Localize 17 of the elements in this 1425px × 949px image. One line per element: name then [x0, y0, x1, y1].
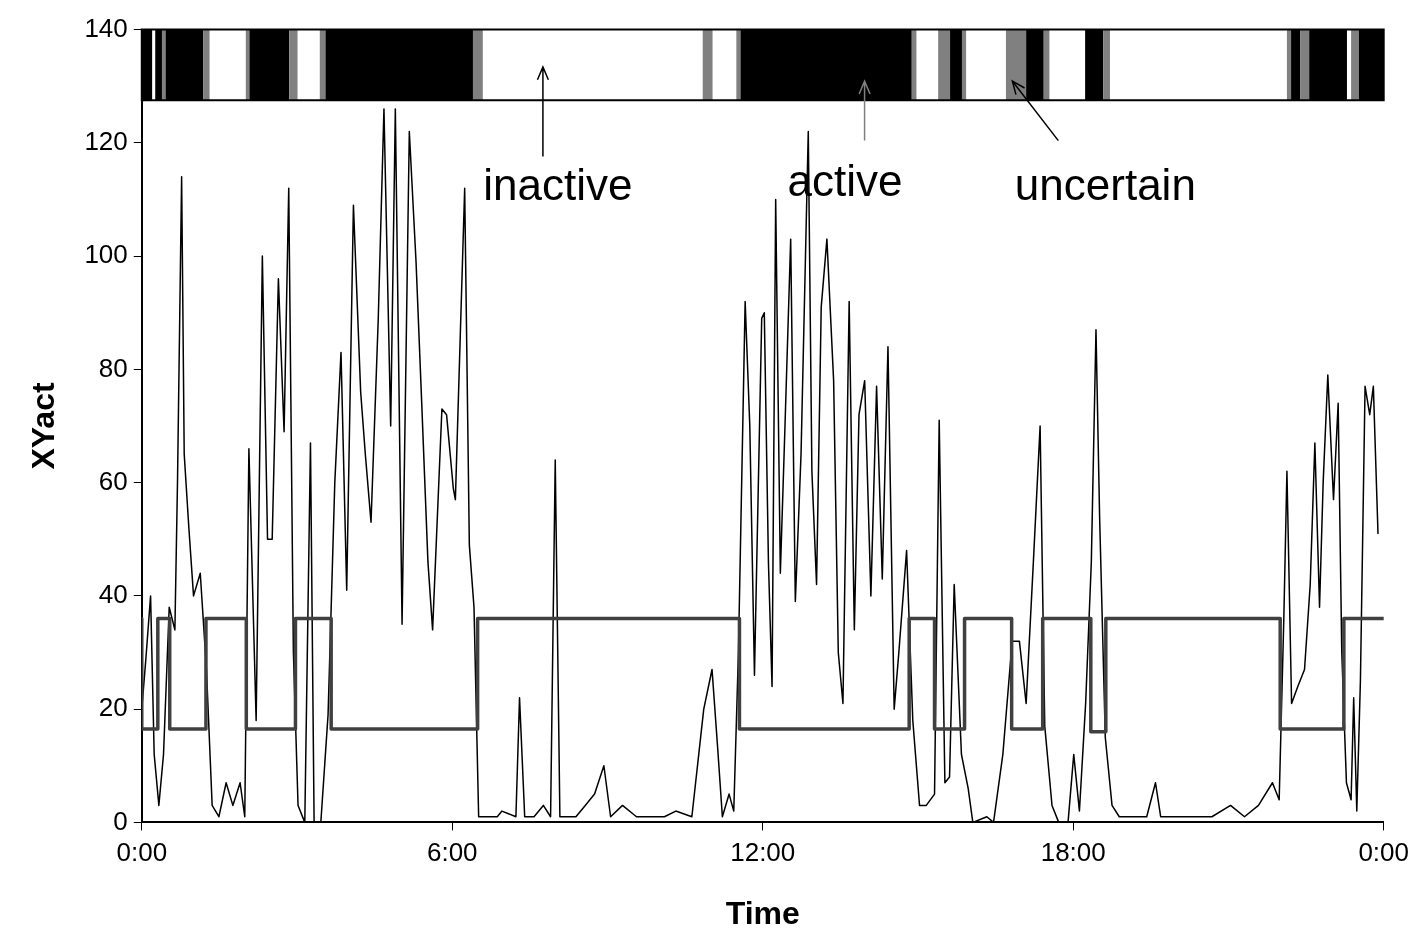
y-tick-label: 80 — [98, 352, 128, 383]
y-tick-label: 140 — [84, 12, 128, 43]
x-axis-title: Time — [725, 894, 800, 931]
y-tick-label: 100 — [84, 239, 128, 270]
y-tick-label: 0 — [113, 805, 128, 836]
y-tick-label: 60 — [98, 465, 128, 496]
annotation: inactive — [483, 160, 633, 210]
x-tick-label: 12:00 — [730, 837, 796, 868]
y-tick-label: 20 — [98, 692, 128, 723]
annotation: uncertain — [1014, 160, 1196, 210]
y-axis-title: XYact — [25, 382, 62, 470]
y-tick-label: 120 — [84, 126, 128, 157]
x-tick-label: 18:00 — [1040, 837, 1106, 868]
x-tick-label: 6:00 — [426, 837, 478, 868]
y-tick-label: 40 — [98, 579, 128, 610]
x-tick-label: 0:00 — [1358, 837, 1409, 868]
x-tick-label: 0:00 — [116, 837, 168, 868]
